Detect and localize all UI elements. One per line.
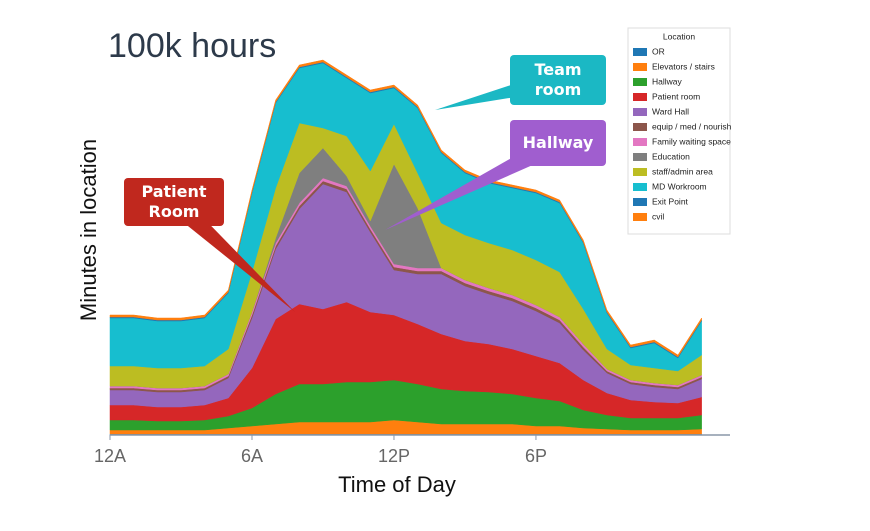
legend-label: Hallway (652, 76, 683, 86)
legend-title: Location (663, 31, 695, 41)
x-tick-label: 12P (378, 446, 410, 466)
legend-swatch (633, 198, 647, 206)
x-tick-label: 6A (241, 446, 263, 466)
legend-swatch (633, 183, 647, 191)
x-axis: 12A 6A 12P 6P (94, 434, 730, 466)
legend-label: Elevators / stairs (652, 61, 715, 71)
legend-swatch (633, 168, 647, 176)
legend-label: OR (652, 46, 665, 56)
x-tick-label: 12A (94, 446, 126, 466)
legend-label: cvil (652, 211, 664, 221)
legend-label: equip / med / nourish (652, 121, 732, 131)
y-axis-label: Minutes in location (76, 139, 101, 321)
legend-label: Ward Hall (652, 106, 689, 116)
legend-swatch (633, 153, 647, 161)
legend-swatch (633, 108, 647, 116)
legend: Location OR Elevators / stairs Hallway Patie… (627, 27, 732, 235)
x-axis-label: Time of Day (338, 472, 456, 497)
callout: Team room (510, 55, 606, 105)
legend-label: Education (652, 151, 690, 161)
legend-swatch (633, 123, 647, 131)
callout: Patient Room (124, 178, 224, 226)
legend-swatch (633, 63, 647, 71)
legend-label: staff/admin area (652, 166, 713, 176)
legend-swatch (633, 213, 647, 221)
x-tick-label: 6P (525, 446, 547, 466)
legend-swatch (633, 93, 647, 101)
legend-label: Patient room (652, 91, 700, 101)
legend-swatch (633, 78, 647, 86)
legend-label: Family waiting space (652, 136, 731, 146)
legend-swatch (633, 48, 647, 56)
areas (109, 59, 702, 436)
legend-swatch (633, 138, 647, 146)
chart-title: 100k hours (108, 27, 276, 65)
area (109, 59, 702, 358)
legend-label: Exit Point (652, 196, 689, 206)
legend-label: MD Workroom (652, 181, 707, 191)
callout: Hallway (510, 120, 606, 166)
